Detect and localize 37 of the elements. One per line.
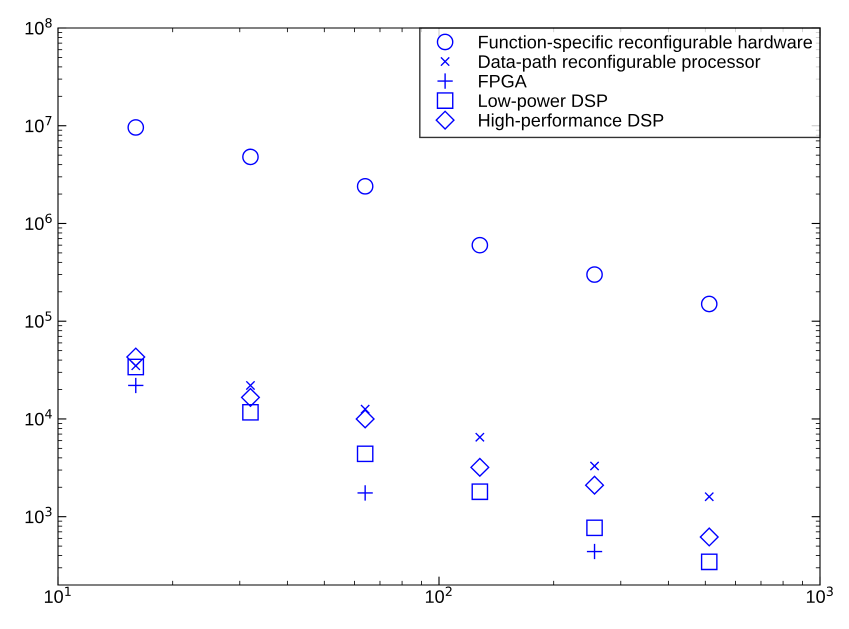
- y-tick-label: 10$^{6}$: [26, 214, 52, 230]
- point: [586, 519, 603, 536]
- point: [586, 266, 603, 283]
- point: [127, 358, 144, 376]
- legend-label: Low-power DSP: [479, 94, 608, 111]
- point: [472, 483, 488, 500]
- point: [590, 461, 600, 471]
- point: [472, 236, 488, 254]
- point: [356, 178, 374, 195]
- y-tick-label: 10$^{3}$: [26, 506, 52, 524]
- x-tick-label: 10$^{3}$: [806, 586, 833, 603]
- point: [242, 404, 259, 421]
- point: [127, 119, 144, 136]
- point: [470, 458, 490, 477]
- point: [356, 409, 375, 428]
- point: [700, 554, 718, 570]
- point: [700, 296, 718, 312]
- y-tick-label: 10$^{4}$: [26, 409, 52, 426]
- point: [704, 492, 714, 502]
- y-tick-label: 10$^{7}$: [26, 116, 52, 132]
- legend-label: Data-path reconfigurable processor: [479, 54, 760, 72]
- point: [360, 404, 370, 414]
- legend-label: FPGA: [479, 74, 527, 88]
- y-tick-label: 10$^{5}$: [26, 312, 52, 328]
- x-tick-label: 10$^{2}$: [426, 586, 452, 603]
- point: [240, 388, 260, 407]
- legend-label: Function-specific reconfigurable hardware: [479, 35, 812, 52]
- point: [126, 348, 146, 367]
- point: [474, 432, 485, 442]
- y-tick-label: 10$^{8}$: [26, 18, 52, 35]
- point: [242, 148, 259, 166]
- point: [585, 476, 604, 495]
- point: [700, 527, 719, 547]
- point: [356, 445, 374, 462]
- legend-label: High-performance DSP: [479, 113, 664, 130]
- point: [246, 380, 256, 390]
- x-tick-label: 10$^{1}$: [44, 586, 71, 603]
